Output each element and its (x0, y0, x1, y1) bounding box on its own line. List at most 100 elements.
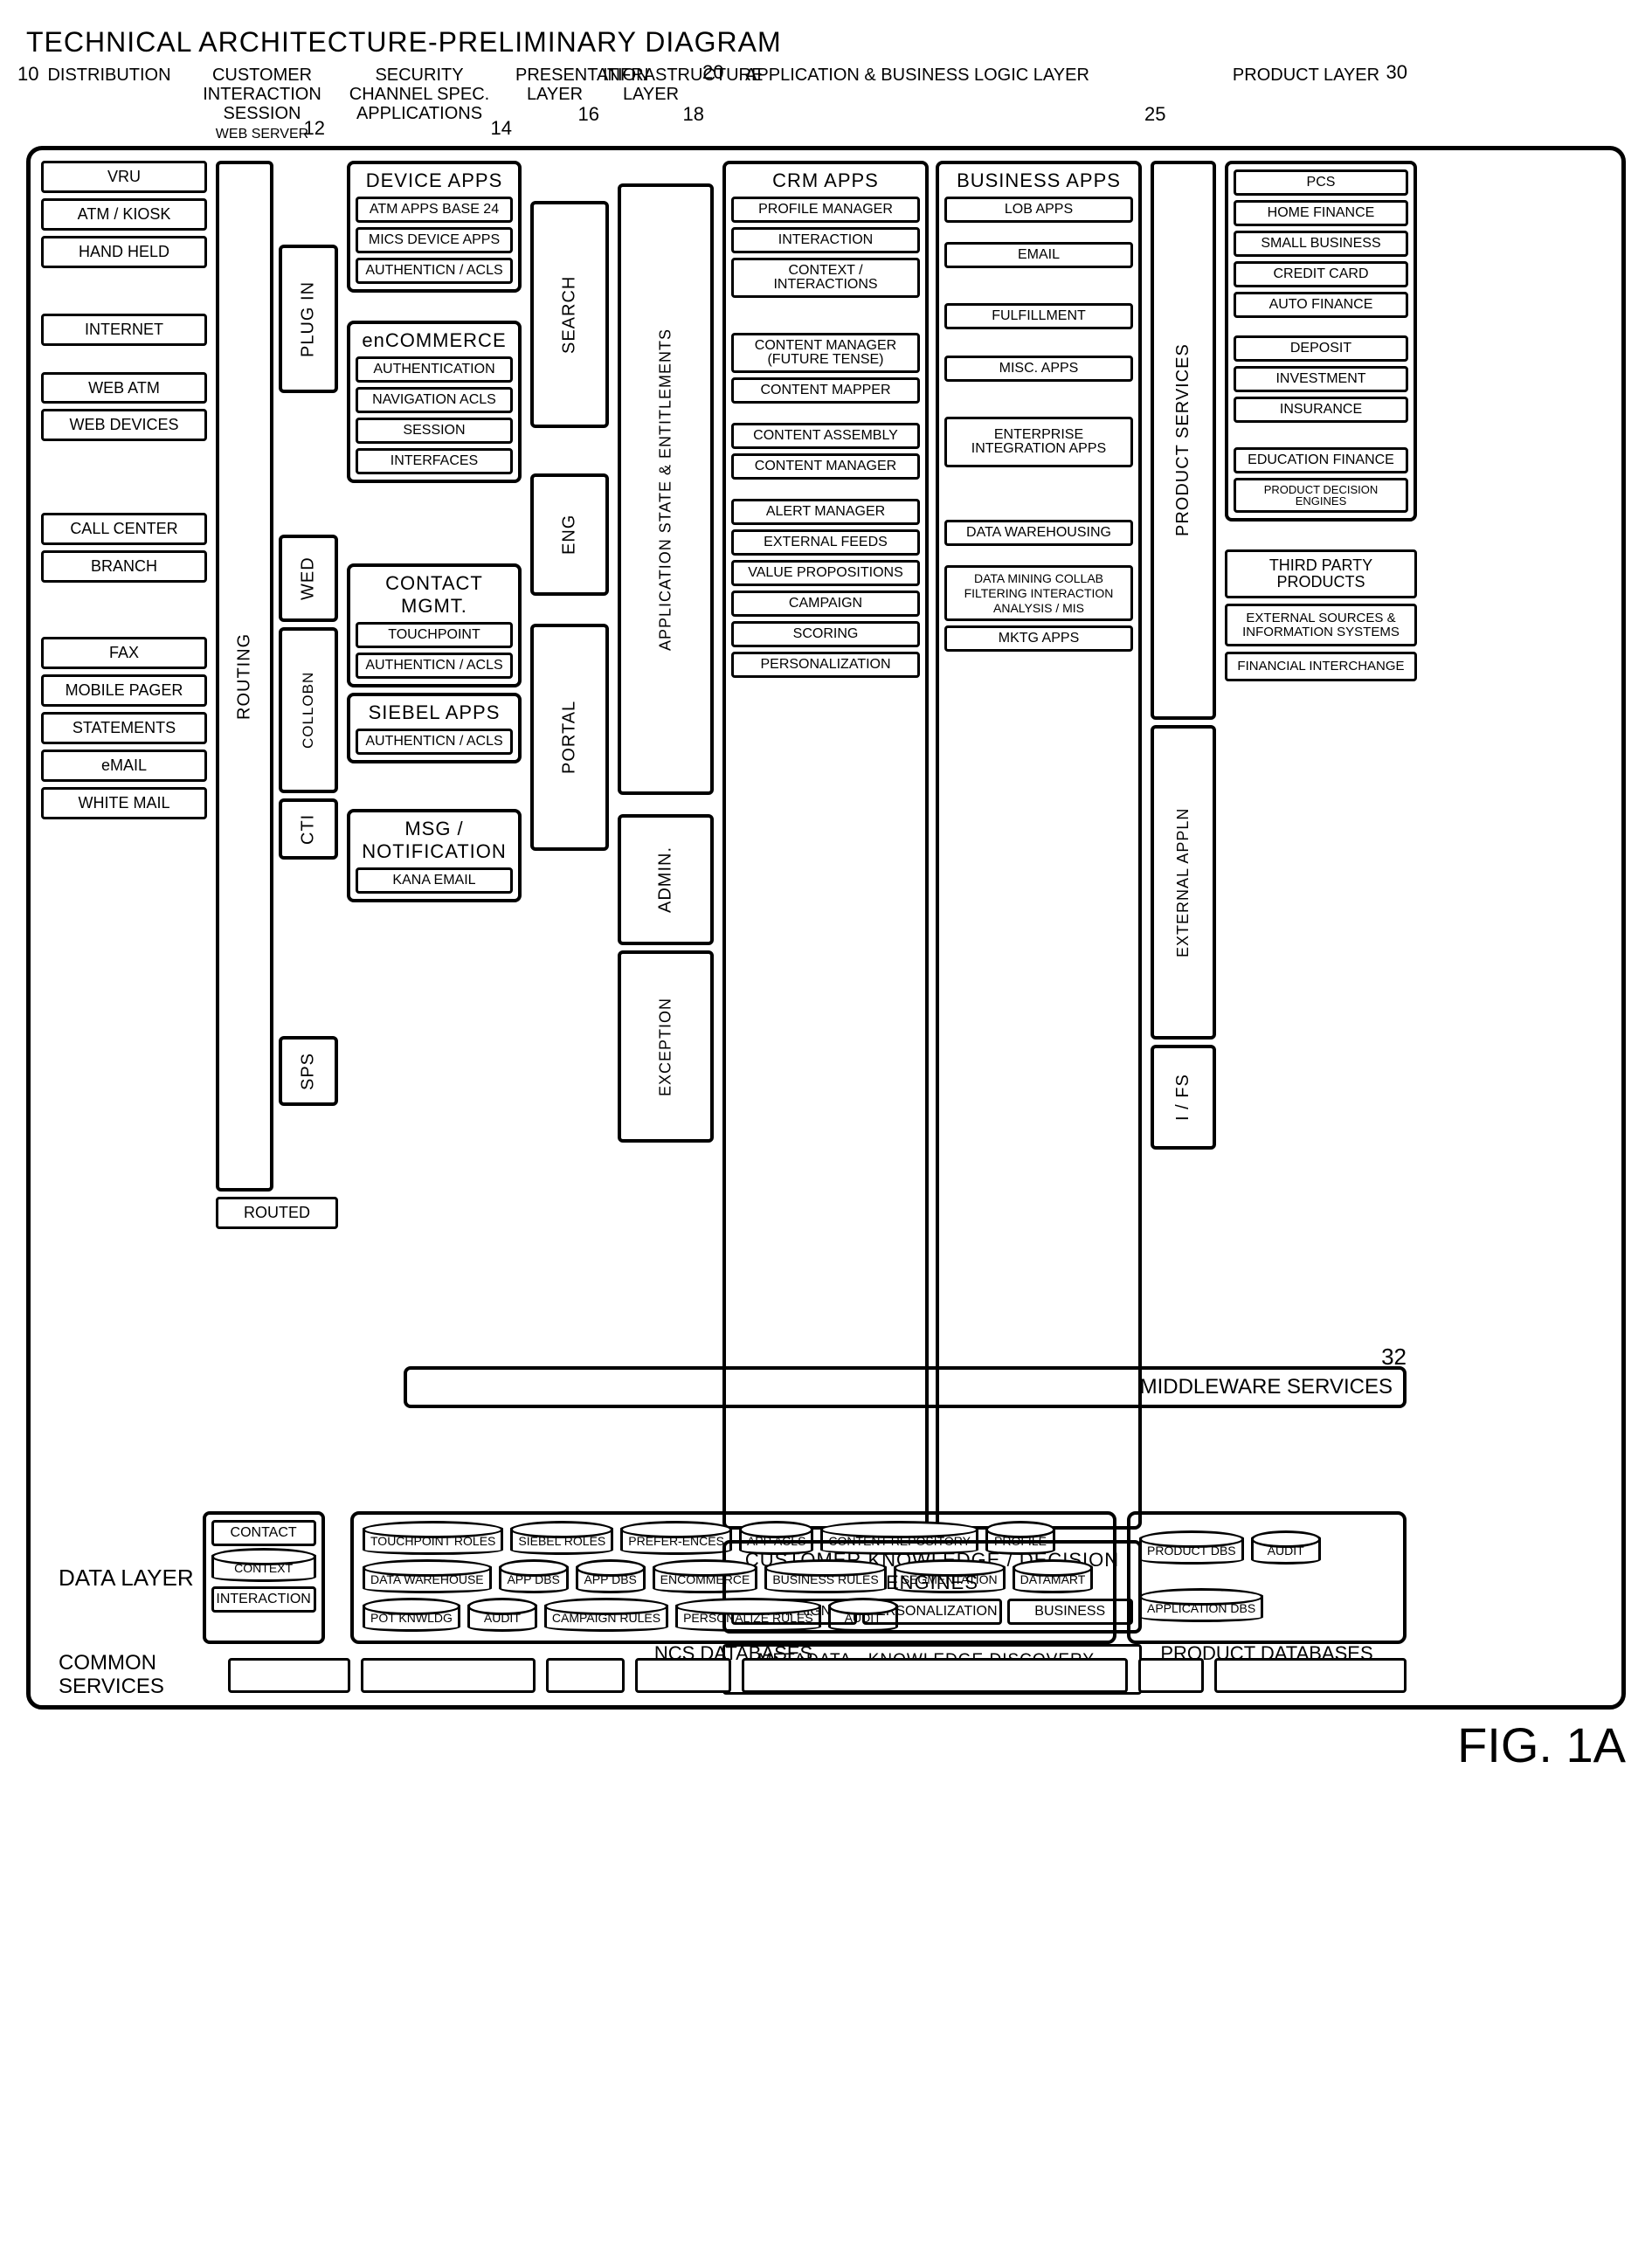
cs-box-3 (546, 1658, 625, 1693)
contact-group: CONTACT CONTEXT INTERACTION (203, 1511, 325, 1644)
audit-1: AUDIT (467, 1600, 537, 1632)
ref-25: 25 (1144, 104, 1165, 125)
portal-label: PORTAL (530, 624, 609, 851)
header-application: APPLICATION & BUSINESS LOGIC LAYER 20 (708, 66, 1127, 142)
home-finance: HOME FINANCE (1234, 200, 1408, 226)
msg-group: MSG / NOTIFICATION KANA EMAIL (347, 809, 522, 902)
encommerce-title: enCOMMERCE (356, 329, 513, 352)
data-layer-label: DATA LAYER (52, 1511, 194, 1644)
cs-box-7 (1214, 1658, 1407, 1693)
header-customer-interaction: CUSTOMER INTERACTION SESSION WEB SERVER … (201, 66, 323, 142)
ref-32: 32 (1381, 1344, 1407, 1371)
cs-box-2 (361, 1658, 536, 1693)
third-party-products: THIRD PARTY PRODUCTS (1225, 549, 1417, 598)
dist-white-mail: WHITE MAIL (41, 787, 207, 819)
profile: PROFILE (985, 1523, 1055, 1555)
product-services-column: PRODUCT SERVICES EXTERNAL APPLN I / FS (1151, 161, 1216, 1695)
small-business: SMALL BUSINESS (1234, 231, 1408, 257)
insurance: INSURANCE (1234, 397, 1408, 423)
external-sources: EXTERNAL SOURCES & INFORMATION SYSTEMS (1225, 604, 1417, 647)
content-manager: CONTENT MANAGER (731, 453, 920, 480)
app-state-label: APPLICATION STATE & ENTITLEMENTS (618, 183, 714, 795)
ifs-label: I / FS (1151, 1045, 1216, 1150)
column-headers-row: 10 DISTRIBUTION CUSTOMER INTERACTION SES… (26, 66, 1626, 142)
siebel-group: SIEBEL APPS AUTHENTICN / ACLS (347, 693, 522, 763)
preferences: PREFER-ENCES (620, 1523, 732, 1555)
authenticn-acls-2: AUTHENTICN / ACLS (356, 653, 513, 679)
business-rules: BUSINESS RULES (764, 1562, 886, 1593)
msg-title: MSG / NOTIFICATION (356, 818, 513, 863)
lob-apps: LOB APPS (944, 197, 1133, 223)
wed-label: WED (279, 535, 338, 622)
dist-vru: VRU (41, 161, 207, 193)
app-acls: APP ACLS (739, 1523, 813, 1555)
pcs: PCS (1234, 169, 1408, 196)
product-layer-column: PCS HOME FINANCE SMALL BUSINESS CREDIT C… (1225, 161, 1417, 1695)
mics-device-apps: MICS DEVICE APPS (356, 227, 513, 253)
cs-box-4 (635, 1658, 731, 1693)
ref-18: 18 (683, 104, 704, 125)
ref-12: 12 (304, 118, 325, 139)
presentation-column: SEARCH ENG PORTAL (530, 161, 609, 1695)
header-presentation: PRESENTATION LAYER 16 (515, 66, 594, 142)
pot-knwldg: POT KNWLDG (363, 1600, 460, 1632)
ref-10: 10 (17, 64, 38, 85)
contact-mgmt-group: CONTACT MGMT. TOUCHPOINT AUTHENTICN / AC… (347, 563, 522, 687)
eng-label: ENG (530, 473, 609, 596)
misc-apps: MISC. APPS (944, 356, 1133, 382)
profile-manager: PROFILE MANAGER (731, 197, 920, 223)
crm-apps-group: CRM APPS PROFILE MANAGER INTERACTION CON… (722, 161, 929, 1530)
channel-apps-column: DEVICE APPS ATM APPS BASE 24 MICS DEVICE… (347, 161, 522, 1695)
session: SESSION (356, 418, 513, 444)
sps-label: SPS (279, 1036, 338, 1106)
siebel-title: SIEBEL APPS (356, 701, 513, 724)
audit-2: AUDIT (828, 1600, 898, 1632)
cti-label: CTI (279, 798, 338, 860)
common-services-label: COMMON SERVICES (52, 1652, 218, 1698)
dist-hand-held: HAND HELD (41, 236, 207, 268)
touchpoint: TOUCHPOINT (356, 622, 513, 648)
authentication: AUTHENTICATION (356, 356, 513, 383)
external-feeds: EXTERNAL FEEDS (731, 529, 920, 556)
credit-card: CREDIT CARD (1234, 261, 1408, 287)
ref-20: 20 (702, 62, 723, 83)
ref-16: 16 (578, 104, 599, 125)
header-product-layer: PRODUCT LAYER 30 (1210, 66, 1402, 142)
encommerce-group: enCOMMERCE AUTHENTICATION NAVIGATION ACL… (347, 321, 522, 483)
external-appln-label: EXTERNAL APPLN (1151, 725, 1216, 1040)
content-mapper: CONTENT MAPPER (731, 377, 920, 404)
investment: INVESTMENT (1234, 366, 1408, 392)
authenticn-acls-1: AUTHENTICN / ACLS (356, 258, 513, 284)
product-layer-group: PCS HOME FINANCE SMALL BUSINESS CREDIT C… (1225, 161, 1417, 522)
infrastructure-column: APPLICATION STATE & ENTITLEMENTS ADMIN. … (618, 161, 714, 1695)
figure-label: FIG. 1A (26, 1717, 1626, 1773)
interaction: INTERACTION (731, 227, 920, 253)
campaign-rules: CAMPAIGN RULES (544, 1600, 668, 1632)
dl-contact: CONTACT (211, 1520, 316, 1546)
data-warehousing: DATA WAREHOUSING (944, 520, 1133, 546)
auto-finance: AUTO FINANCE (1234, 292, 1408, 318)
admin-label: ADMIN. (618, 814, 714, 945)
header-channel-spec: SECURITY CHANNEL SPEC. APPLICATIONS 14 (332, 66, 507, 142)
dist-atm-kiosk: ATM / KIOSK (41, 198, 207, 231)
app-dbs-1: APP DBS (499, 1562, 569, 1593)
segmentation: SEGMENTATION (894, 1562, 1006, 1593)
search-label: SEARCH (530, 201, 609, 428)
dist-email: eMAIL (41, 750, 207, 782)
application-dbs: APPLICATION DBS (1139, 1591, 1263, 1622)
header-infrastructure: INFRASTRUCTURE LAYER 18 (603, 66, 699, 142)
product-services-label: PRODUCT SERVICES (1151, 161, 1216, 720)
dl-context: CONTEXT (211, 1551, 316, 1582)
ref-14: 14 (491, 118, 512, 139)
encommerce-db: ENCOMMERCE (653, 1562, 758, 1593)
data-warehouse: DATA WAREHOUSE (363, 1562, 492, 1593)
context-interactions: CONTEXT / INTERACTIONS (731, 258, 920, 298)
dist-statements: STATEMENTS (41, 712, 207, 744)
header-ps-num: 25 (1136, 66, 1201, 142)
distribution-column: VRU ATM / KIOSK HAND HELD INTERNET WEB A… (41, 161, 207, 1695)
app-dbs-2: APP DBS (576, 1562, 646, 1593)
cs-box-5 (742, 1658, 1128, 1693)
device-apps-title: DEVICE APPS (356, 169, 513, 192)
value-propositions: VALUE PROPOSITIONS (731, 560, 920, 586)
campaign: CAMPAIGN (731, 591, 920, 617)
